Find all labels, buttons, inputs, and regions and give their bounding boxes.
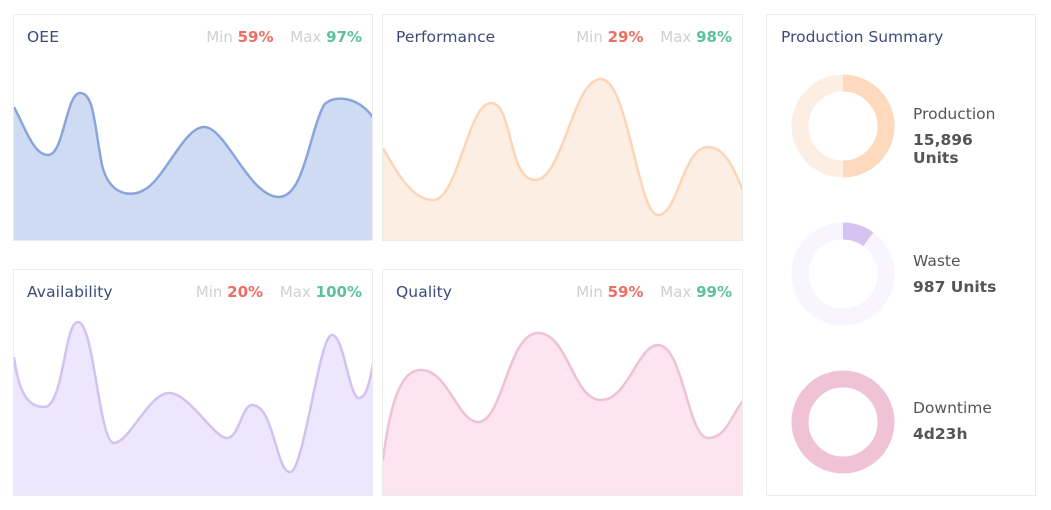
summary-title: Production Summary: [781, 28, 944, 46]
quality-card: Quality Min 59% Max 99%: [382, 269, 743, 496]
downtime-value: 4d23h: [913, 425, 968, 443]
quality-min-label: Min: [576, 283, 603, 301]
availability-min-value: 20%: [227, 283, 264, 301]
availability-stats: Min 20% Max 100%: [196, 283, 362, 301]
availability-card: Availability Min 20% Max 100%: [13, 269, 373, 496]
waste-row: Waste 987 Units: [791, 222, 1021, 326]
oee-min-label: Min: [206, 28, 233, 46]
waste-value: 987 Units: [913, 278, 997, 296]
production-value: 15,896 Units: [913, 131, 973, 167]
downtime-label: Downtime: [913, 399, 992, 417]
performance-stats: Min 29% Max 98%: [576, 28, 732, 46]
performance-area-chart: [383, 77, 742, 240]
oee-title: OEE: [27, 28, 60, 46]
oee-area-chart: [14, 91, 372, 240]
oee-card: OEE Min 59% Max 97%: [13, 14, 373, 241]
performance-max-value: 98%: [696, 28, 732, 46]
availability-title: Availability: [27, 283, 113, 301]
availability-max-value: 100%: [315, 283, 362, 301]
quality-max-value: 99%: [696, 283, 732, 301]
oee-stats: Min 59% Max 97%: [206, 28, 362, 46]
production-label: Production: [913, 105, 996, 123]
downtime-donut-chart: [791, 370, 895, 474]
availability-area-chart: [14, 320, 372, 495]
production-donut-chart: [791, 74, 895, 178]
production-summary-card: Production Summary Production 15,896 Uni…: [766, 14, 1036, 496]
quality-max-label: Max: [660, 283, 692, 301]
downtime-row: Downtime 4d23h: [791, 370, 1021, 474]
waste-label: Waste: [913, 252, 961, 270]
performance-card: Performance Min 29% Max 98%: [382, 14, 743, 241]
availability-max-label: Max: [279, 283, 311, 301]
performance-title: Performance: [396, 28, 496, 46]
availability-min-label: Min: [195, 283, 223, 301]
production-row: Production 15,896 Units: [791, 74, 1021, 178]
performance-min-value: 29%: [607, 28, 644, 46]
waste-donut-chart: [791, 222, 895, 326]
quality-title: Quality: [396, 283, 453, 301]
quality-stats: Min 59% Max 99%: [576, 283, 732, 301]
performance-min-label: Min: [576, 28, 603, 46]
quality-min-value: 59%: [607, 283, 644, 301]
oee-min-value: 59%: [237, 28, 274, 46]
oee-max-label: Max: [290, 28, 322, 46]
oee-max-value: 97%: [326, 28, 362, 46]
performance-max-label: Max: [660, 28, 692, 46]
quality-area-chart: [383, 331, 742, 495]
